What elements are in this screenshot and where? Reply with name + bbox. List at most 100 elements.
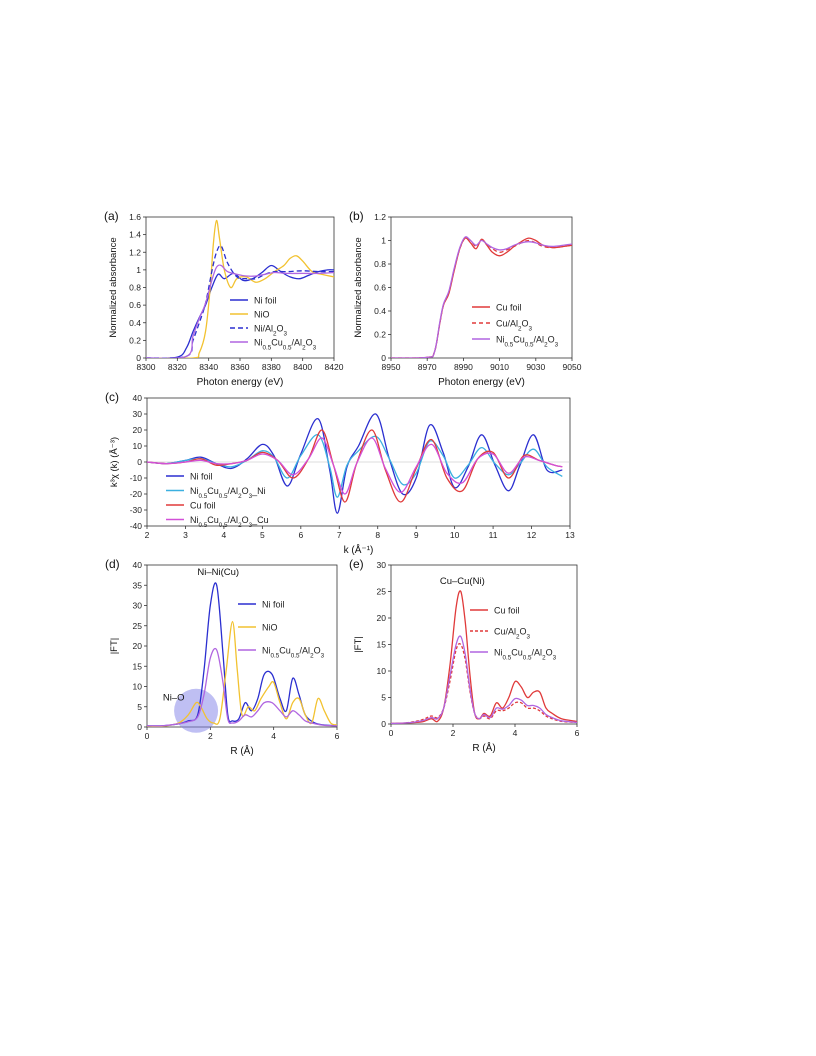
x-tick-label: 2 [145, 530, 150, 540]
y-tick-label: 0.6 [129, 300, 141, 310]
x-tick-label: 8970 [418, 362, 437, 372]
legend-entry: Ni foil [262, 600, 285, 610]
x-tick-label: 8420 [325, 362, 344, 372]
series-line-nio [147, 621, 337, 727]
annotation: Cu–Cu(Ni) [440, 576, 485, 587]
x-tick-label: 7 [337, 530, 342, 540]
x-axis-label: R (Å) [472, 741, 495, 754]
y-tick-label: 0 [136, 353, 141, 363]
y-tick-label: 0 [137, 722, 142, 732]
y-tick-label: 0 [381, 719, 386, 729]
y-tick-label: 10 [377, 666, 387, 676]
y-tick-label: 0.8 [129, 283, 141, 293]
y-tick-label: 15 [133, 661, 143, 671]
x-tick-label: 8400 [293, 362, 312, 372]
y-tick-label: 25 [377, 587, 387, 597]
y-tick-label: 40 [133, 560, 143, 570]
legend-entry: Cu foil [496, 303, 522, 313]
x-tick-label: 0 [145, 731, 150, 741]
x-axis-label: Photon energy (eV) [197, 377, 284, 388]
x-tick-label: 4 [513, 728, 518, 738]
y-tick-label: 1.2 [374, 212, 386, 222]
y-tick-label: 0 [381, 353, 386, 363]
legend-entry: Cu/Al2O3 [494, 627, 531, 641]
y-tick-label: 0.6 [374, 283, 386, 293]
x-tick-label: 6 [575, 728, 580, 738]
panel-a: 8300 8320 8340 8360 8380 8400 8420 0 0.2 0.4 0.6 0.… [104, 209, 344, 388]
y-tick-label: -40 [130, 521, 143, 531]
series-line-cu-al2o3 [391, 237, 572, 358]
y-tick-label: 10 [133, 441, 143, 451]
x-tick-label: 3 [183, 530, 188, 540]
y-tick-label: 30 [133, 409, 143, 419]
legend-entry: Cu foil [190, 501, 216, 511]
legend-entry: NiO [254, 310, 270, 320]
series-line-ni0-5cu0-5-al2o3 [391, 236, 572, 358]
x-axis-label: k (Å⁻¹) [344, 543, 374, 556]
x-tick-label: 8950 [382, 362, 401, 372]
x-tick-label: 2 [208, 731, 213, 741]
x-tick-label: 0 [389, 728, 394, 738]
y-tick-label: 0 [137, 457, 142, 467]
y-tick-label: 30 [377, 560, 387, 570]
panel-label: (e) [349, 557, 364, 571]
series-line-ni0-5cu0-5-al2o3-ni [147, 434, 563, 498]
y-tick-label: 15 [377, 640, 387, 650]
y-tick-label: 1.4 [129, 230, 141, 240]
x-tick-label: 8300 [137, 362, 156, 372]
y-tick-label: 1 [136, 265, 141, 275]
legend-entry: Ni0.5Cu0.5/Al2O3 [254, 338, 317, 352]
annotation: Ni–O [163, 693, 185, 704]
series-line-ni-foil [146, 264, 334, 358]
y-tick-label: 5 [381, 693, 386, 703]
series-line-ni0-5cu0-5-al2o3-cu [147, 437, 563, 495]
series-line-ni0-5cu0-5-al2o3 [146, 264, 334, 358]
plot-frame [390, 564, 578, 725]
legend-entry: Ni/Al2O3 [254, 324, 288, 338]
x-tick-label: 8340 [199, 362, 218, 372]
y-tick-label: 30 [133, 601, 143, 611]
series-line-ni0-5cu0-5-al2o3 [147, 647, 337, 727]
series-line-ni0-5cu0-5-al2o3 [391, 635, 577, 724]
legend-entry: Ni0.5Cu0.5/Al2O3_Ni [190, 486, 266, 500]
y-tick-label: 0.2 [129, 335, 141, 345]
x-tick-label: 5 [260, 530, 265, 540]
x-tick-label: 8320 [168, 362, 187, 372]
legend-entry: Ni foil [254, 296, 277, 306]
x-axis-label: Photon energy (eV) [438, 377, 525, 388]
legend-entry: Ni0.5Cu0.5/Al2O3 [262, 646, 325, 660]
x-tick-label: 8990 [454, 362, 473, 372]
series-line-nio [146, 219, 334, 358]
plot-frame [390, 216, 573, 359]
x-tick-label: 12 [527, 530, 537, 540]
x-tick-label: 4 [222, 530, 227, 540]
series-line-cu-foil [391, 590, 577, 724]
legend-entry: Ni0.5Cu0.5/Al2O3 [496, 335, 559, 349]
y-tick-label: -20 [130, 489, 143, 499]
panel-b: 8950 8970 8990 9010 9030 9050 0 0.2 0.4 0.6 0.8 1 1.… [349, 209, 582, 388]
x-tick-label: 9010 [490, 362, 509, 372]
x-tick-label: 2 [451, 728, 456, 738]
y-tick-label: -10 [130, 473, 143, 483]
y-tick-label: 20 [133, 425, 143, 435]
panel-label: (d) [105, 557, 120, 571]
y-tick-label: 5 [137, 702, 142, 712]
x-tick-label: 9030 [526, 362, 545, 372]
y-tick-label: 1 [381, 236, 386, 246]
x-tick-label: 6 [298, 530, 303, 540]
y-tick-label: 20 [133, 641, 143, 651]
y-tick-label: 0.4 [129, 318, 141, 328]
y-axis-label: Normalized absorbance [108, 237, 119, 337]
y-tick-label: 10 [133, 682, 143, 692]
panel-label: (a) [104, 209, 119, 223]
x-tick-label: 6 [335, 731, 340, 741]
y-axis-label: |FT| [353, 636, 364, 653]
y-axis-label: Normalized absorbance [353, 237, 364, 337]
x-tick-label: 9050 [563, 362, 582, 372]
y-tick-label: 25 [133, 621, 143, 631]
y-tick-label: 0.4 [374, 306, 386, 316]
y-tick-label: 40 [133, 393, 143, 403]
x-tick-label: 4 [271, 731, 276, 741]
series-line-ni-foil [147, 413, 563, 514]
x-tick-label: 10 [450, 530, 460, 540]
